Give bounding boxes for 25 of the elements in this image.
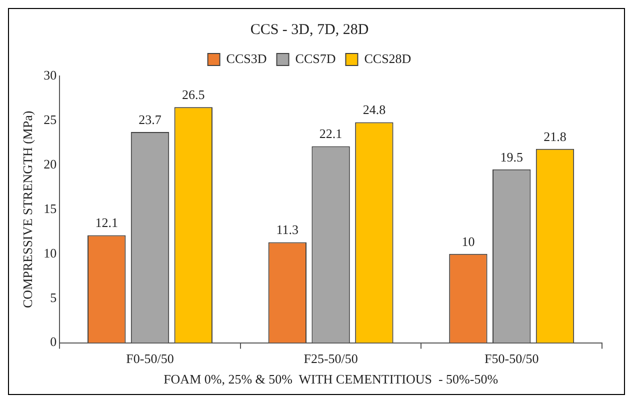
data-label: 12.1 [95,215,118,230]
y-tick-label: 25 [44,112,57,127]
y-tick-label: 30 [44,67,57,82]
data-label: 10 [462,234,475,249]
data-label: 19.5 [500,149,523,164]
data-label: 26.5 [182,87,205,102]
data-label: 24.8 [362,102,386,118]
x-tick-label: F50-50/50 [484,351,539,366]
data-label: 11.3 [276,222,299,238]
x-tick-label: F0-50/50 [126,351,174,366]
y-tick-label: 5 [50,290,57,305]
legend-label: CCS28D [364,50,412,66]
legend-label: CCS3D [226,50,267,66]
legend-label: CCS7D [295,50,336,66]
data-label: 21.8 [544,128,566,144]
data-label: 22.1 [319,126,342,142]
data-label: 23.7 [138,112,162,127]
y-tick-label: 20 [44,156,57,172]
y-axis-title: COMPRESSIVE STRENGTH (MPa) [20,110,36,308]
y-tick-label: 0 [50,334,57,350]
y-tick-label: 15 [44,200,57,216]
chart-title: CCS - 3D, 7D, 28D [250,22,369,38]
x-axis-title: FOAM 0%, 25% & 50% WITH CEMENTITIOUS - 50%-50% [164,372,498,387]
x-tick-label: F25-50/50 [304,351,358,366]
y-tick-label: 10 [44,245,57,260]
